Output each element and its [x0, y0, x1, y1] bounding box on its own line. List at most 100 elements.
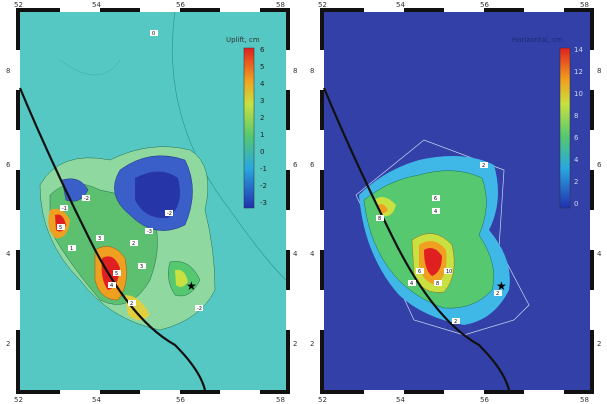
svg-text:0: 0 — [152, 31, 155, 37]
svg-text:4: 4 — [110, 283, 113, 289]
fault-plane-outline — [355, 139, 530, 336]
colorbar-title: Horizontal, cm — [512, 36, 563, 44]
y-tick: 2 — [597, 340, 601, 348]
svg-text:-2: -2 — [84, 196, 89, 202]
svg-text:1: 1 — [260, 131, 264, 139]
x-tick: 56 — [480, 1, 489, 9]
svg-text:14: 14 — [574, 46, 583, 54]
svg-text:3: 3 — [260, 97, 264, 105]
contour-label: 5 — [113, 270, 121, 277]
contour-label: 2 — [480, 162, 488, 169]
contour-label: 5 — [57, 224, 65, 231]
contour-label: 10 — [444, 268, 452, 275]
contour-label: 4 — [432, 208, 440, 215]
y-tick: 6 — [6, 161, 11, 169]
x-tick: 54 — [92, 396, 101, 404]
x-tick: 52 — [14, 396, 23, 404]
x-tick: 54 — [396, 1, 405, 9]
svg-text:6: 6 — [574, 134, 579, 142]
svg-text:6: 6 — [434, 196, 437, 202]
svg-text:0: 0 — [260, 148, 264, 156]
svg-text:5: 5 — [260, 63, 264, 71]
contour-label: -2 — [165, 210, 173, 217]
background-contour — [172, 11, 287, 281]
y-tick: 8 — [6, 67, 10, 75]
svg-text:3: 3 — [140, 264, 143, 270]
epicenter-star-icon: ★ — [496, 279, 507, 293]
x-tick: 52 — [318, 1, 327, 9]
background-contour — [59, 59, 121, 76]
colorbar: Uplift, cm 6 5 4 3 2 1 0 -1 -2 -3 — [226, 36, 267, 209]
contour-label: 4 — [408, 280, 416, 287]
y-tick: 6 — [310, 161, 315, 169]
svg-text:6: 6 — [418, 269, 421, 275]
svg-text:1: 1 — [70, 246, 73, 252]
y-tick: 4 — [6, 250, 11, 258]
svg-text:4: 4 — [410, 281, 413, 287]
svg-text:5: 5 — [115, 271, 118, 277]
x-tick: 58 — [580, 1, 589, 9]
x-tick: 58 — [276, 396, 285, 404]
contour-label: 6 — [432, 195, 440, 202]
svg-text:10: 10 — [446, 269, 452, 275]
contour-label: 2 — [494, 290, 502, 297]
contour-label: 2 — [130, 240, 138, 247]
horizontal-map: ★ 2 8 4 6 10 8 6 4 2 2 Horizontal, cm 14… — [310, 1, 602, 404]
svg-text:12: 12 — [574, 68, 583, 76]
y-tick: 4 — [310, 250, 315, 258]
uplift-map-panel: ★ 5 3 4 1 2 -2 -3 -2 -1 -2 5 2 3 0 Uplif… — [0, 0, 303, 404]
epicenter-star-icon: ★ — [186, 279, 197, 293]
svg-text:2: 2 — [482, 163, 485, 169]
frame-border — [320, 8, 594, 394]
colorbar-title: Uplift, cm — [226, 36, 260, 44]
svg-text:2: 2 — [260, 114, 264, 122]
contour-label: -1 — [60, 205, 68, 212]
y-tick: 2 — [293, 340, 297, 348]
svg-text:-3: -3 — [147, 229, 152, 235]
y-tick: 4 — [597, 250, 602, 258]
svg-text:10: 10 — [574, 90, 583, 98]
svg-text:4: 4 — [574, 156, 579, 164]
contour-label: 2 — [452, 318, 460, 325]
contour-label: 8 — [376, 215, 384, 222]
x-tick: 52 — [14, 1, 23, 9]
horizontal-map-panel: ★ 2 8 4 6 10 8 6 4 2 2 Horizontal, cm 14… — [304, 0, 607, 404]
fault-line — [18, 87, 207, 391]
svg-text:8: 8 — [436, 281, 439, 287]
svg-text:8: 8 — [574, 112, 578, 120]
svg-text:6: 6 — [260, 46, 265, 54]
svg-text:2: 2 — [574, 178, 578, 186]
contour-label: -3 — [145, 228, 153, 235]
svg-text:-2: -2 — [167, 211, 172, 217]
colorbar: Horizontal, cm 14 12 10 8 6 4 2 0 — [512, 36, 583, 209]
svg-text:3: 3 — [98, 236, 101, 242]
svg-text:-2: -2 — [260, 182, 267, 190]
svg-text:4: 4 — [434, 209, 437, 215]
svg-text:-2: -2 — [197, 306, 202, 312]
x-tick: 56 — [480, 396, 489, 404]
svg-text:4: 4 — [260, 80, 265, 88]
horizontal-field — [359, 156, 510, 325]
x-tick: 54 — [396, 396, 405, 404]
contour-label: -2 — [82, 195, 90, 202]
y-tick: 4 — [293, 250, 298, 258]
contour-labels: 2 8 4 6 10 8 6 4 2 2 — [376, 162, 502, 325]
y-tick: 8 — [293, 67, 297, 75]
x-tick: 54 — [92, 1, 101, 9]
y-tick: 6 — [293, 161, 298, 169]
svg-text:2: 2 — [132, 241, 135, 247]
x-tick: 58 — [276, 1, 285, 9]
svg-text:8: 8 — [378, 216, 381, 222]
x-tick: 52 — [318, 396, 327, 404]
uplift-map: ★ 5 3 4 1 2 -2 -3 -2 -1 -2 5 2 3 0 Uplif… — [6, 1, 298, 404]
contour-label: 3 — [96, 235, 104, 242]
y-tick: 2 — [6, 340, 10, 348]
x-tick: 56 — [176, 396, 185, 404]
frame-border — [16, 8, 290, 394]
contour-labels: 5 3 4 1 2 -2 -3 -2 -1 -2 5 2 3 0 — [57, 30, 203, 312]
contour-label: 6 — [416, 268, 424, 275]
contour-label: 8 — [434, 280, 442, 287]
x-tick: 56 — [176, 1, 185, 9]
svg-text:-1: -1 — [260, 165, 267, 173]
contour-label: 4 — [108, 282, 116, 289]
